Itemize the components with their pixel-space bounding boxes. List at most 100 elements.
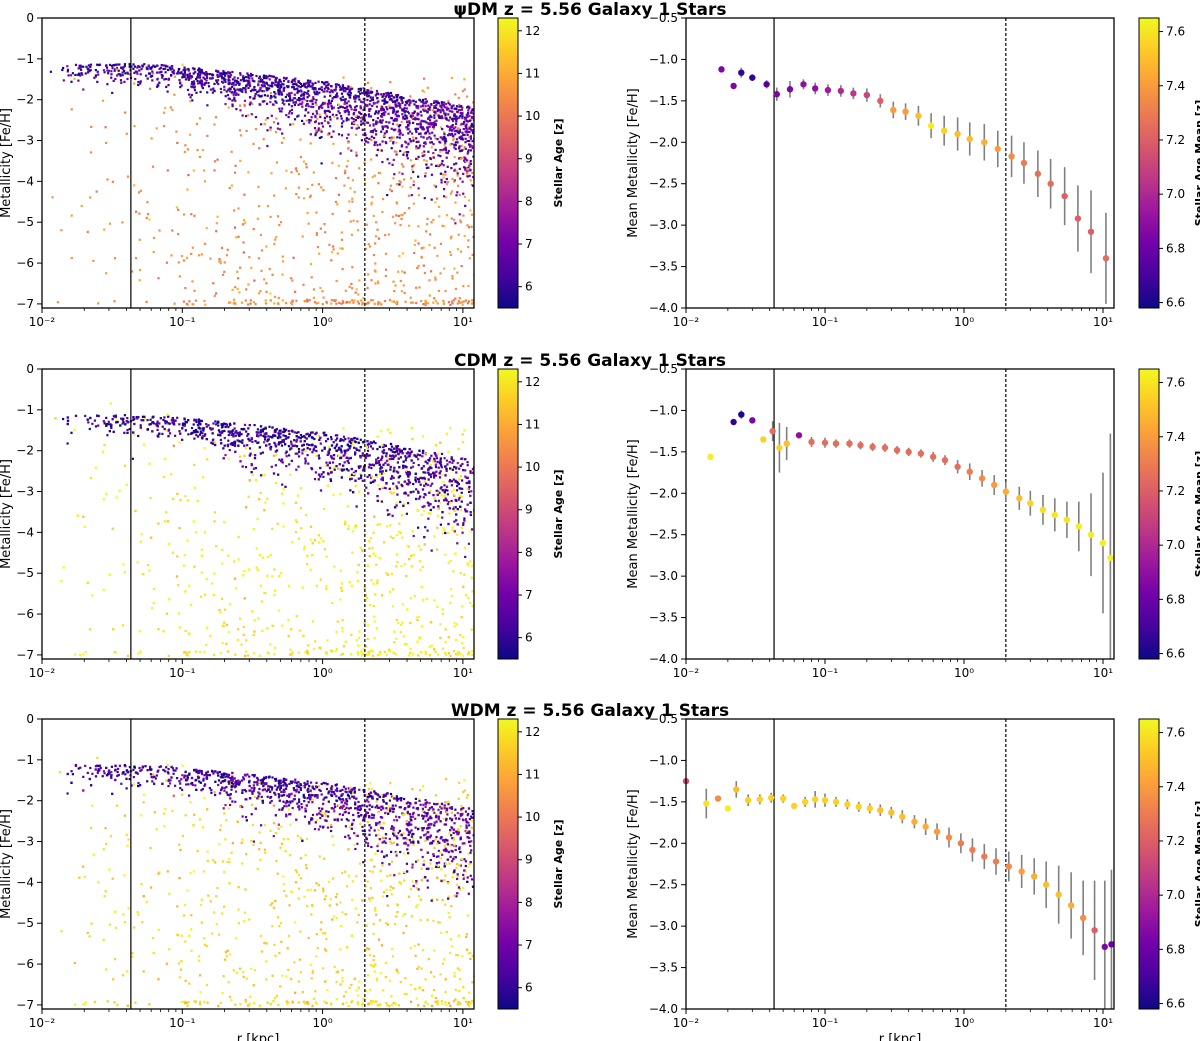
star-particle xyxy=(325,109,328,113)
star-particle xyxy=(375,122,378,126)
star-particle xyxy=(110,426,113,429)
star-particle xyxy=(462,636,465,639)
star-particle xyxy=(213,520,216,523)
star-particle xyxy=(317,301,320,304)
star-particle xyxy=(407,545,411,548)
star-particle xyxy=(241,90,244,93)
star-particle xyxy=(151,65,154,69)
star-particle xyxy=(374,442,377,445)
star-particle xyxy=(227,554,230,557)
star-particle xyxy=(190,603,193,606)
star-particle xyxy=(335,302,338,305)
star-particle xyxy=(281,299,284,302)
star-particle xyxy=(411,114,415,117)
star-particle xyxy=(437,154,440,157)
star-particle xyxy=(398,136,401,139)
star-particle xyxy=(248,80,251,83)
star-particle xyxy=(242,80,245,83)
star-particle xyxy=(318,136,321,139)
star-particle xyxy=(151,70,154,73)
star-particle xyxy=(308,81,311,84)
scatter-panel: 10⁻² 10⁻¹ 10⁰ 10¹0−1−2−3−4−5−6−7Metallicity… xyxy=(0,362,565,680)
star-particle xyxy=(323,447,326,450)
star-particle xyxy=(242,251,245,254)
star-particle xyxy=(188,93,191,96)
star-particle xyxy=(347,118,350,121)
star-particle xyxy=(209,88,212,91)
star-particle xyxy=(401,252,404,255)
star-particle xyxy=(357,126,360,129)
star-particle xyxy=(188,632,191,635)
star-particle xyxy=(366,449,370,452)
star-particle xyxy=(253,95,257,98)
star-particle xyxy=(452,180,456,183)
star-particle xyxy=(392,300,396,303)
star-particle xyxy=(443,195,446,198)
star-particle xyxy=(318,541,321,544)
star-particle xyxy=(325,300,328,303)
star-particle xyxy=(469,501,472,504)
star-particle xyxy=(391,300,394,303)
star-particle xyxy=(249,299,252,302)
star-particle xyxy=(471,117,474,120)
star-particle xyxy=(199,90,202,93)
star-particle xyxy=(444,114,447,117)
star-particle xyxy=(357,636,360,639)
star-particle xyxy=(339,247,342,250)
star-particle xyxy=(471,146,474,149)
star-particle xyxy=(365,653,368,656)
star-particle xyxy=(477,174,479,176)
star-particle xyxy=(177,233,180,236)
star-particle xyxy=(219,87,222,90)
star-particle xyxy=(265,245,268,248)
star-particle xyxy=(421,89,424,92)
star-particle xyxy=(243,444,246,447)
star-particle xyxy=(383,113,386,116)
star-particle xyxy=(191,67,195,70)
star-particle xyxy=(364,598,368,601)
star-particle xyxy=(444,103,447,106)
star-particle xyxy=(434,111,437,114)
star-particle xyxy=(94,69,97,72)
star-particle xyxy=(470,225,473,228)
star-particle xyxy=(201,432,204,435)
star-particle xyxy=(456,110,459,113)
star-particle xyxy=(227,76,230,79)
star-particle xyxy=(375,221,378,224)
star-particle xyxy=(164,71,167,74)
star-particle xyxy=(329,478,332,481)
star-particle xyxy=(450,217,453,220)
star-particle xyxy=(79,654,82,657)
star-particle xyxy=(476,116,478,118)
star-particle xyxy=(165,77,168,81)
star-particle xyxy=(412,111,416,114)
star-particle xyxy=(444,173,447,176)
star-particle xyxy=(155,71,159,74)
star-particle xyxy=(325,588,328,591)
star-particle xyxy=(261,556,265,559)
star-particle xyxy=(302,122,305,125)
star-particle xyxy=(361,128,364,131)
star-particle xyxy=(89,63,93,66)
star-particle xyxy=(427,123,430,126)
star-particle xyxy=(323,548,326,551)
star-particle xyxy=(313,478,317,481)
star-particle xyxy=(466,120,469,123)
star-particle xyxy=(336,437,339,440)
star-particle xyxy=(280,91,283,94)
star-particle xyxy=(447,125,450,128)
star-particle xyxy=(319,442,322,445)
star-particle xyxy=(356,437,359,440)
star-particle xyxy=(444,142,447,145)
star-particle xyxy=(421,455,424,458)
star-particle xyxy=(206,104,209,107)
star-particle xyxy=(469,601,472,605)
star-particle xyxy=(307,111,310,114)
star-particle xyxy=(452,478,455,481)
star-particle xyxy=(166,169,169,172)
star-particle xyxy=(469,471,472,474)
star-particle xyxy=(401,172,404,175)
star-particle xyxy=(402,284,405,287)
star-particle xyxy=(156,77,159,80)
star-particle xyxy=(282,87,285,90)
